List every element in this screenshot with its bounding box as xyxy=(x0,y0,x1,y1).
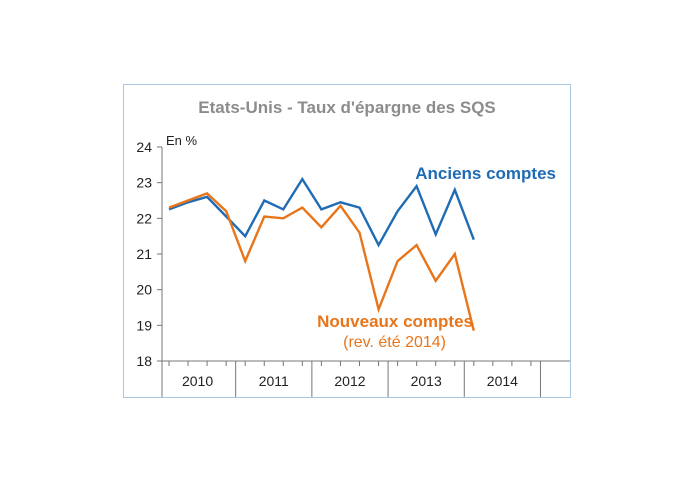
chart-title: Etats-Unis - Taux d'épargne des SQS xyxy=(198,98,496,117)
chart-svg: Etats-Unis - Taux d'épargne des SQS En %… xyxy=(136,98,570,397)
series-line-anciens-comptes xyxy=(168,176,475,248)
axes: 18 19 20 21 22 23 24 2010 2011 2012 2013 2014 xyxy=(136,139,570,397)
y-tick-label: 22 xyxy=(136,210,152,226)
series-note-nouveaux-comptes: (rev. été 2014) xyxy=(343,334,446,351)
series-label-nouveaux-comptes: Nouveaux comptes xyxy=(317,312,473,331)
y-tick-label: 24 xyxy=(136,139,152,155)
x-group-label: 2012 xyxy=(334,373,365,389)
chart-frame: Etats-Unis - Taux d'épargne des SQS En %… xyxy=(123,84,571,398)
y-tick-label: 21 xyxy=(136,246,152,262)
series-labels: Anciens comptes Nouveaux comptes (rev. é… xyxy=(317,164,556,351)
x-group-label: 2014 xyxy=(487,373,518,389)
series-label-anciens-comptes: Anciens comptes xyxy=(415,164,556,183)
y-axis-unit-label: En % xyxy=(166,133,198,148)
x-group-label: 2010 xyxy=(182,373,213,389)
series-line-nouveaux-comptes xyxy=(168,192,475,331)
y-tick-label: 20 xyxy=(136,282,152,298)
y-tick-label: 23 xyxy=(136,175,152,191)
x-group-label: 2011 xyxy=(259,373,289,389)
y-tick-label: 19 xyxy=(136,317,152,333)
y-tick-label: 18 xyxy=(136,353,152,369)
series-lines xyxy=(168,176,475,331)
x-group-label: 2013 xyxy=(411,373,442,389)
